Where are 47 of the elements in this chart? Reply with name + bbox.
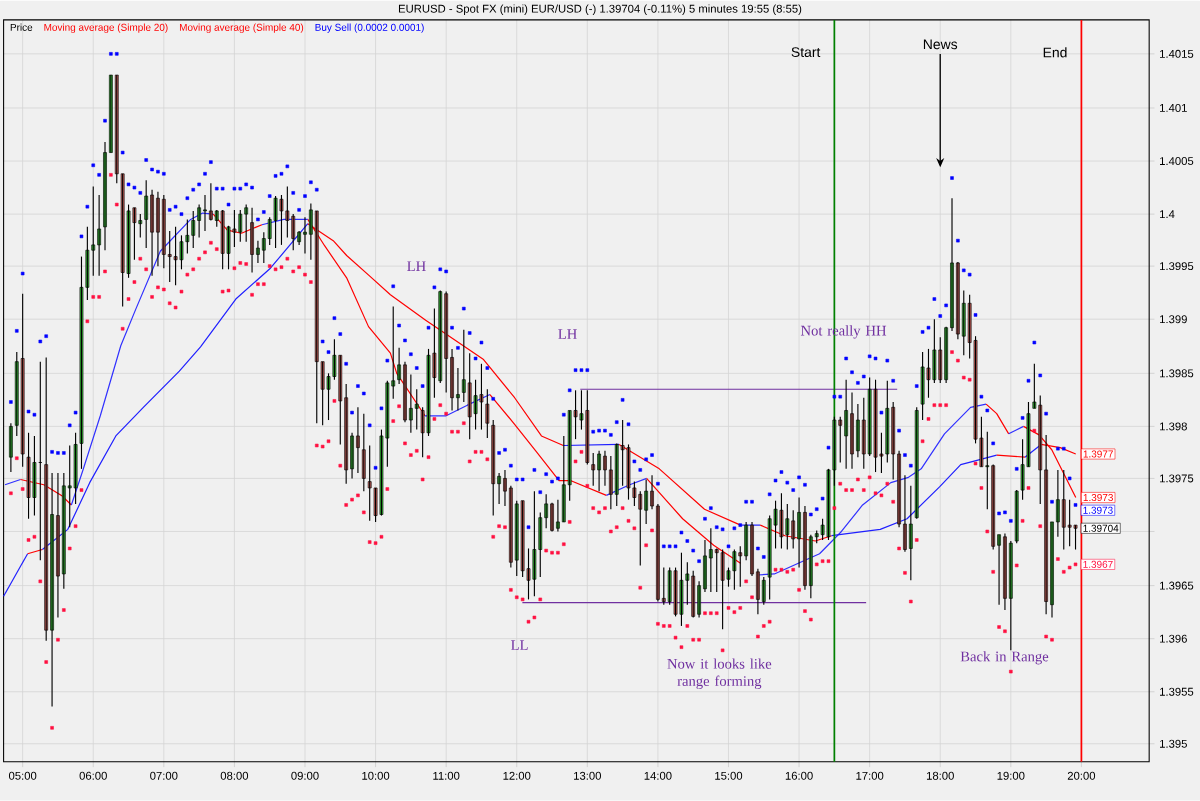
data-label: 1.3973 (1083, 494, 1113, 502)
y-tick-label: 1.398 (1160, 422, 1187, 431)
x-tick-label: 12:00 (503, 771, 531, 780)
y-tick-label: 1.401 (1160, 104, 1187, 113)
x-tick-label: 13:00 (574, 771, 601, 780)
x-tick-label: 06:00 (79, 771, 107, 780)
x-tick-label: 20:00 (1067, 771, 1096, 780)
text: Price (10, 23, 33, 31)
annotation: News (923, 39, 958, 50)
text: Moving average (Simple 20) (44, 23, 168, 33)
y-tick-label: 1.399 (1160, 315, 1187, 324)
x-tick-label: 16:00 (785, 771, 813, 780)
x-tick-label: 17:00 (856, 771, 884, 780)
x-tick-label: 07:00 (150, 771, 178, 780)
y-tick-label: 1.3975 (1160, 474, 1194, 483)
x-tick-label: 10:00 (362, 771, 390, 780)
data-label: 1.3977 (1083, 450, 1113, 458)
y-tick-label: 1.3965 (1160, 581, 1194, 590)
chart-title: EURUSD - Spot FX (mini) EUR/USD (-) 1.39704 (-0.11%) 5 minutes 19:55 (8:55) (398, 4, 802, 16)
y-tick-label: 1.396 (1160, 634, 1187, 643)
y-tick-label: 1.4005 (1160, 157, 1194, 166)
y-tick-label: 1.4015 (1160, 49, 1194, 58)
y-tick-label: 1.3995 (1160, 262, 1194, 271)
y-tick-label: 1.395 (1160, 739, 1187, 748)
y-tick-label: 1.3955 (1160, 687, 1194, 696)
data-label: 1.3973 (1083, 506, 1113, 514)
text: Buy Sell (0.0002 0.0001) (315, 23, 424, 33)
x-tick-label: 08:00 (220, 771, 249, 780)
ref-line-label: Start (791, 47, 821, 58)
annotation: LH (558, 329, 577, 339)
x-tick-label: 09:00 (291, 771, 319, 780)
x-tick-label: 11:00 (433, 771, 460, 780)
y-tick-label: 1.3985 (1160, 369, 1194, 378)
x-tick-label: 05:00 (8, 771, 37, 780)
annotation: LL (511, 640, 528, 650)
annotation: Back in Range (960, 651, 1049, 665)
data-label: 1.3967 (1083, 560, 1113, 569)
y-tick-label: 1.4 (1160, 210, 1175, 219)
annotation: Now it looks like range forming (667, 658, 772, 690)
x-tick-label: 18:00 (926, 771, 954, 780)
x-tick-label: 15:00 (715, 771, 743, 780)
x-tick-label: 14:00 (644, 771, 672, 780)
text: 1.39704 (1083, 524, 1119, 532)
ref-line-label: End (1043, 47, 1067, 58)
text: Moving average (Simple 40) (179, 23, 304, 33)
annotation: LH (407, 261, 426, 272)
x-tick-label: 19:00 (997, 771, 1025, 780)
